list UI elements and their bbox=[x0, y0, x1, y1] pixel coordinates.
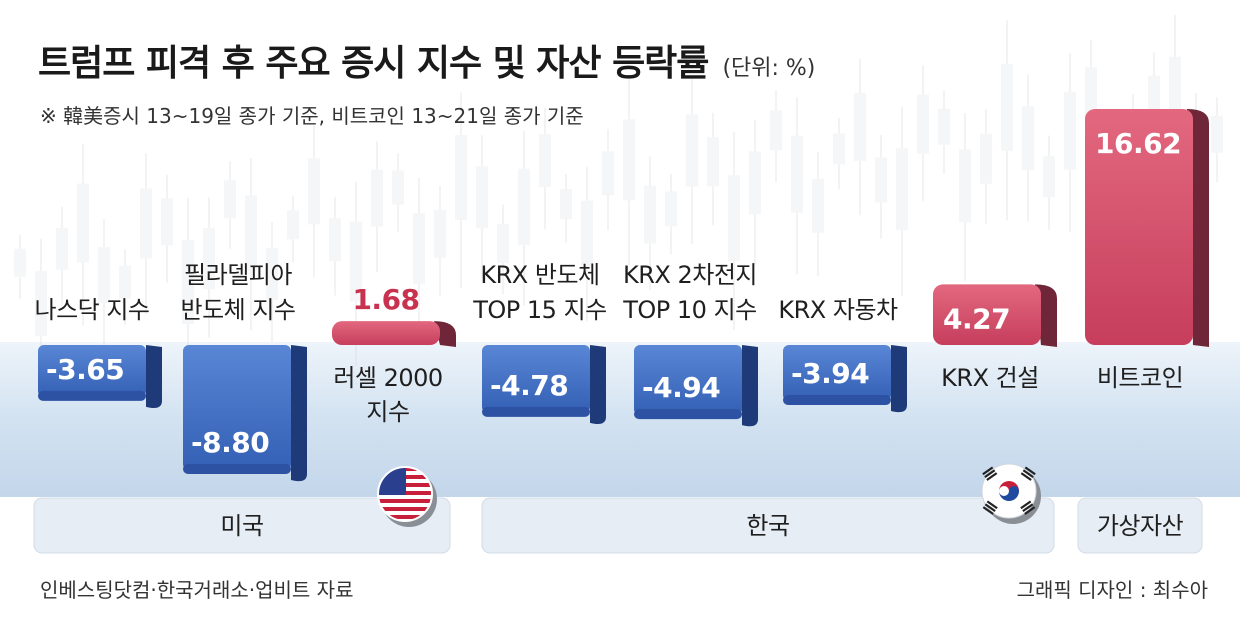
bar-side bbox=[590, 345, 606, 425]
category-label: 반도체 지수 bbox=[180, 296, 295, 324]
category-label: 비트코인 bbox=[1097, 364, 1183, 392]
bar-bottom bbox=[482, 406, 590, 417]
value-label: -8.80 bbox=[191, 426, 269, 459]
category-label: 지수 bbox=[366, 398, 409, 426]
bar-1 bbox=[38, 345, 162, 408]
bar-2 bbox=[183, 345, 307, 482]
bar-bottom bbox=[634, 409, 742, 420]
bar-8 bbox=[1085, 108, 1209, 347]
bar-7 bbox=[933, 284, 1057, 347]
bar-face bbox=[634, 345, 742, 416]
bar-face bbox=[183, 345, 291, 470]
bar-side bbox=[891, 345, 907, 413]
bar-face bbox=[38, 345, 146, 397]
value-label: -3.65 bbox=[46, 353, 124, 386]
category-label: TOP 10 지수 bbox=[622, 296, 756, 324]
bar-side bbox=[146, 345, 162, 408]
bar-side bbox=[434, 321, 456, 347]
bar-side bbox=[742, 345, 758, 427]
chart-title: 트럼프 피격 후 주요 증시 지수 및 자산 등락률 (단위: %) bbox=[38, 34, 815, 86]
bar-bottom bbox=[783, 394, 891, 405]
bar-3 bbox=[332, 321, 456, 347]
category-label: KRX 반도체 bbox=[480, 261, 599, 289]
value-label: 1.68 bbox=[352, 283, 419, 316]
group-box-2 bbox=[481, 497, 1055, 554]
category-label: TOP 15 지수 bbox=[472, 296, 606, 324]
category-label: KRX 건설 bbox=[941, 364, 1039, 392]
unit-label: (단위: %) bbox=[722, 56, 816, 81]
bar-6 bbox=[783, 345, 907, 413]
bar-side bbox=[291, 345, 307, 482]
bar-bottom bbox=[183, 463, 291, 474]
chart-note: ※ 韓美증시 13~19일 종가 기준, 비트코인 13~21일 종가 기준 bbox=[40, 104, 584, 128]
group-label: 가상자산 bbox=[1097, 512, 1184, 540]
design-credit: 그래픽 디자인 : 최수아 bbox=[1016, 578, 1208, 602]
category-label: 러셀 2000 bbox=[333, 364, 442, 392]
title-text: 트럼프 피격 후 주요 증시 지수 및 자산 등락률 bbox=[38, 43, 709, 84]
source-credit: 인베스팅닷컴·한국거래소·업비트 자료 bbox=[40, 578, 354, 602]
decorative-candles bbox=[14, 15, 1223, 392]
group-box-1 bbox=[33, 497, 451, 554]
value-label: 4.27 bbox=[943, 302, 1010, 335]
group-label: 미국 bbox=[220, 512, 263, 540]
bar-face bbox=[1085, 108, 1193, 345]
value-label: 16.62 bbox=[1095, 127, 1181, 160]
category-label: KRX 2차전지 bbox=[623, 261, 757, 289]
category-label: 필라델피아 bbox=[184, 261, 292, 289]
bar-5 bbox=[634, 345, 758, 427]
value-label: -4.78 bbox=[490, 369, 568, 402]
bar-face bbox=[482, 345, 590, 413]
bar-4 bbox=[482, 345, 606, 425]
bar-face bbox=[783, 345, 891, 401]
category-label: KRX 자동차 bbox=[778, 296, 898, 324]
group-box-3 bbox=[1077, 497, 1203, 554]
bar-face bbox=[332, 321, 440, 345]
value-label: -3.94 bbox=[791, 357, 869, 390]
category-label: 나스닥 지수 bbox=[34, 296, 149, 324]
group-label: 한국 bbox=[746, 512, 789, 540]
korea-flag-icon bbox=[981, 463, 1041, 524]
bar-face bbox=[933, 284, 1041, 345]
value-label: -4.94 bbox=[642, 371, 720, 404]
bar-bottom bbox=[38, 390, 146, 401]
